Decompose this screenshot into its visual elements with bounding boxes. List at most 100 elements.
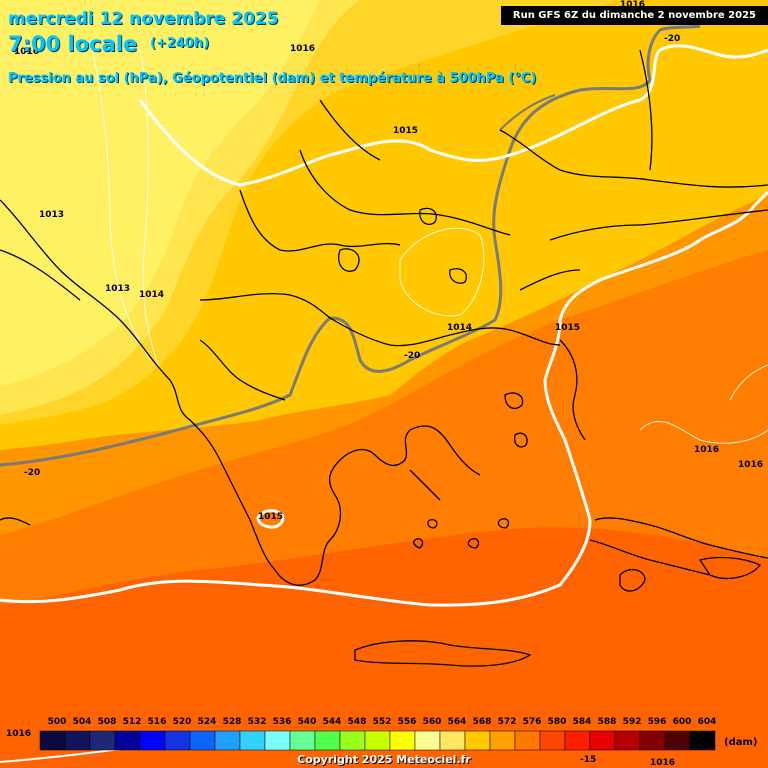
- isobar-line-thin: [729, 364, 768, 401]
- legend-swatch-520: [164, 730, 191, 751]
- border: [639, 49, 653, 171]
- legend-swatch-552: [364, 730, 391, 751]
- isobar-line: [0, 190, 768, 607]
- legend-value-label: 552: [373, 717, 392, 727]
- island-chios: [514, 432, 528, 448]
- isobar-line: [138, 44, 768, 187]
- legend-value-label: 560: [423, 717, 442, 727]
- legend-value-label: 568: [473, 717, 492, 727]
- legend-values: 500 504 508 512 516 520 524 528 532 536 540 544 548 5…: [48, 717, 717, 727]
- isobar-label: 1016: [14, 47, 39, 57]
- legend-value-label: 536: [273, 717, 292, 727]
- island-lesbos: [504, 392, 524, 409]
- legend-value-label: 576: [523, 717, 542, 727]
- legend-swatches: [39, 730, 716, 751]
- isobar-label: 1015: [555, 323, 580, 333]
- border: [199, 292, 331, 319]
- coastline: [0, 199, 411, 586]
- legend-swatch-568: [464, 730, 491, 751]
- island-euboea: [409, 469, 441, 501]
- legend-swatch-544: [314, 730, 341, 751]
- legend-value-label: 556: [398, 717, 417, 727]
- legend-swatch-512: [114, 730, 141, 751]
- legend-swatch-528: [214, 730, 241, 751]
- isobar-label: 1015: [258, 512, 283, 522]
- island-small: [497, 518, 510, 529]
- legend-swatch-524: [189, 730, 216, 751]
- forecast-date: mercredi 12 novembre 2025: [8, 9, 279, 29]
- legend-value-label: 520: [173, 717, 192, 727]
- isotherm-line: [0, 24, 701, 467]
- isobar-label: 1015: [393, 126, 418, 136]
- isobar-line-thin: [139, 49, 161, 371]
- model-run-label: Run GFS 6Z du dimanche 2 novembre 2025: [500, 6, 768, 25]
- legend-value-label: 500: [48, 717, 67, 727]
- isobar-line-thin: [639, 420, 768, 444]
- legend-swatch-564: [439, 730, 466, 751]
- isotherm-label: -20: [24, 468, 40, 478]
- legend-swatch-572: [489, 730, 516, 751]
- legend-unit: (dam): [724, 737, 758, 748]
- isotherm-label: -20: [664, 34, 680, 44]
- legend-swatch-596: [639, 730, 666, 751]
- legend-value-label: 580: [548, 717, 567, 727]
- legend-swatch-500: [39, 730, 66, 751]
- legend-swatch-540: [289, 730, 316, 751]
- legend-swatch-584: [564, 730, 591, 751]
- legend-swatch-588: [589, 730, 616, 751]
- isotherm-label: -15: [580, 755, 596, 765]
- legend-swatch-536: [264, 730, 291, 751]
- legend-swatch-592: [614, 730, 641, 751]
- isobar-label: 1016: [738, 460, 763, 470]
- lake: [449, 268, 467, 284]
- legend-swatch-548: [339, 730, 366, 751]
- isobar-label: 1013: [39, 210, 64, 220]
- legend-swatch-516: [139, 730, 166, 751]
- legend-value-label: 528: [223, 717, 242, 727]
- legend-value-label: 504: [73, 717, 92, 727]
- legend-value-label: 584: [573, 717, 592, 727]
- coastline: [0, 517, 31, 526]
- isobar-line: [256, 509, 285, 529]
- legend-value-label: 596: [648, 717, 667, 727]
- border: [299, 149, 511, 236]
- legend-value-label: 604: [698, 717, 717, 727]
- island-crete: [354, 640, 532, 667]
- lake: [419, 207, 437, 225]
- isotherm-label: -20: [404, 351, 420, 361]
- coastline: [594, 517, 768, 559]
- island-small: [467, 538, 480, 549]
- legend-value-label: 540: [298, 717, 317, 727]
- legend-value-label: 508: [98, 717, 117, 727]
- island-small: [413, 538, 424, 549]
- legend-value-label: 548: [348, 717, 367, 727]
- zone-548: [0, 0, 320, 386]
- legend-value-label: 564: [448, 717, 467, 727]
- isobar-label: 1014: [447, 323, 472, 333]
- isobar-label: 1013: [105, 284, 130, 294]
- border: [499, 129, 768, 188]
- lake: [338, 248, 360, 272]
- legend-swatch-508: [89, 730, 116, 751]
- border: [549, 209, 768, 241]
- coastline: [559, 339, 586, 441]
- legend-value-label: 524: [198, 717, 217, 727]
- isobar-label: 1016: [650, 758, 675, 768]
- isobar-line-thin: [89, 39, 151, 361]
- legend-swatch-532: [239, 730, 266, 751]
- legend-value-label: 600: [673, 717, 692, 727]
- isobar-label: 1016: [290, 44, 315, 54]
- isobar-line-thin: [399, 227, 485, 317]
- border: [199, 339, 286, 401]
- legend-swatch-580: [539, 730, 566, 751]
- island-small: [427, 518, 438, 529]
- legend-swatch-576: [514, 730, 541, 751]
- map-subtitle: Pression au sol (hPa), Géopotentiel (dam…: [8, 71, 537, 86]
- border: [0, 249, 81, 301]
- legend-swatch-604: [689, 730, 716, 751]
- legend-value-label: 544: [323, 717, 342, 727]
- island-rhodes: [619, 568, 646, 592]
- legend-value-label: 516: [148, 717, 167, 727]
- border: [239, 189, 401, 252]
